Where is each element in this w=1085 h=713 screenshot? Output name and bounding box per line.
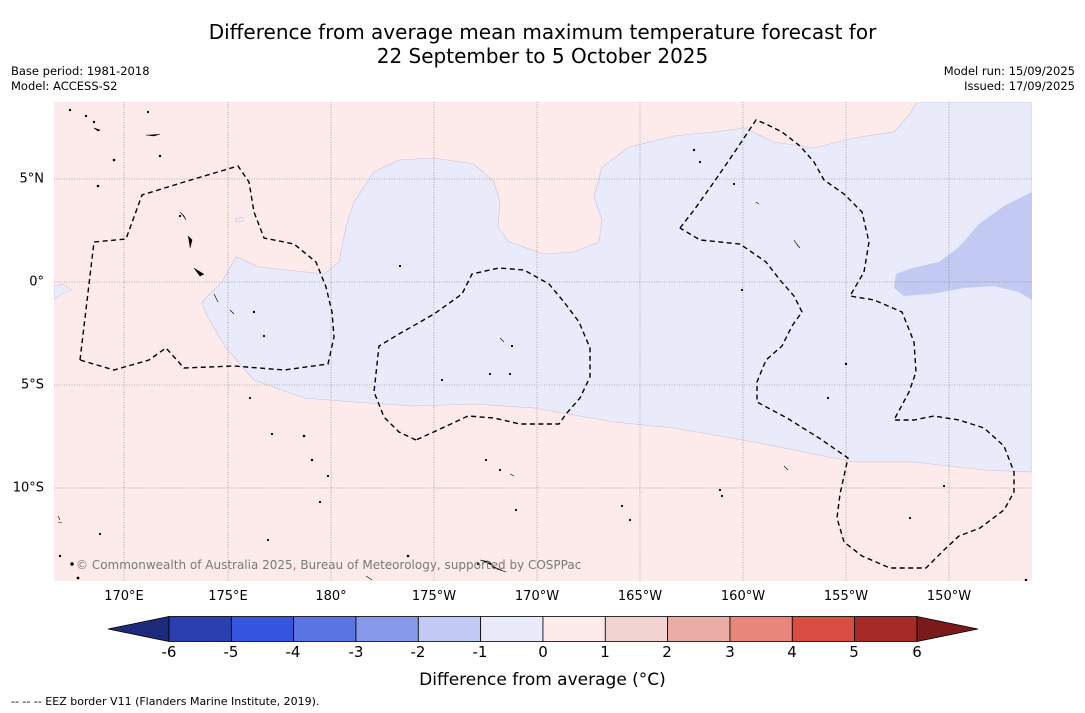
colorbar-tick: 0 [538,643,548,661]
colorbar-segment [604,616,669,642]
eez-footnote: -- -- -- EEZ border V11 (Flanders Marine… [11,695,320,708]
lon-label: 150°W [926,589,972,604]
colorbar-segment [667,616,731,642]
colorbar-segment [729,616,793,642]
lon-label: 175°E [208,589,248,604]
colorbar-tick: 2 [662,643,672,661]
lon-label: 155°W [823,589,869,604]
colorbar-tick: -2 [410,643,426,661]
colorbar-extend-low [108,616,170,642]
small-cool-patch-2 [234,216,245,223]
colorbar-tick: -1 [472,643,488,661]
model-run: Model run: 15/09/2025 [943,64,1075,78]
colorbar-tick: 6 [912,643,922,661]
cool-anomaly-strong-region [894,192,1032,300]
colorbar-tick: -6 [161,643,177,661]
colorbar-tick: -5 [223,643,239,661]
colorbar-segment [480,616,544,642]
lat-label: 0° [29,274,44,290]
graticule [54,102,1032,581]
colorbar-segment [355,616,419,642]
cool-anomaly-region [201,102,1032,473]
lat-label: 5°S [20,377,44,393]
colorbar-segment [230,616,295,642]
copyright-notice: © Commonwealth of Australia 2025, Bureau… [76,558,582,572]
colorbar-segment [791,616,856,642]
meta-right: Model run: 15/09/2025 Issued: 17/09/2025 [944,64,1075,94]
colorbar-extend-high [916,616,978,642]
colorbar-segment [293,616,357,642]
colorbar-tick: 4 [787,643,797,661]
meta-left: Base period: 1981-2018 Model: ACCESS-S2 [11,64,150,94]
base-period: Base period: 1981-2018 [11,64,150,78]
colorbar-segment [542,616,606,642]
colorbar-segment [854,616,918,642]
colorbar-segment [417,616,482,642]
lon-label: 180° [315,589,347,604]
lat-label: 10°S [12,480,44,496]
map-title: Difference from average mean maximum tem… [0,20,1085,68]
lon-label: 160°W [720,589,766,604]
model-name: Model: ACCESS-S2 [11,79,118,93]
colorbar-title: Difference from average (°C) [419,670,666,690]
forecast-map [54,102,1032,581]
eez-border-central [373,267,591,441]
colorbar-segment [168,616,232,642]
colorbar-tick: 3 [725,643,735,661]
colorbar-tick: 1 [600,643,610,661]
lon-label: 170°W [514,589,560,604]
colorbar-tick: -4 [285,643,301,661]
title-line-1: Difference from average mean maximum tem… [208,20,877,44]
colorbar-tick: -3 [348,643,364,661]
islands [57,108,1028,581]
colorbar [108,616,978,642]
eez-borders [79,119,1015,569]
lon-label: 175°W [411,589,457,604]
colorbar-tick: 5 [849,643,859,661]
lon-label: 170°E [104,589,144,604]
eez-border-west [79,165,335,371]
small-cool-patch [54,283,73,301]
issued-date: Issued: 17/09/2025 [964,79,1075,93]
title-line-2: 22 September to 5 October 2025 [376,44,709,68]
lat-label: 5°N [19,171,45,187]
lon-label: 165°W [617,589,663,604]
eez-border-east [679,119,1015,569]
